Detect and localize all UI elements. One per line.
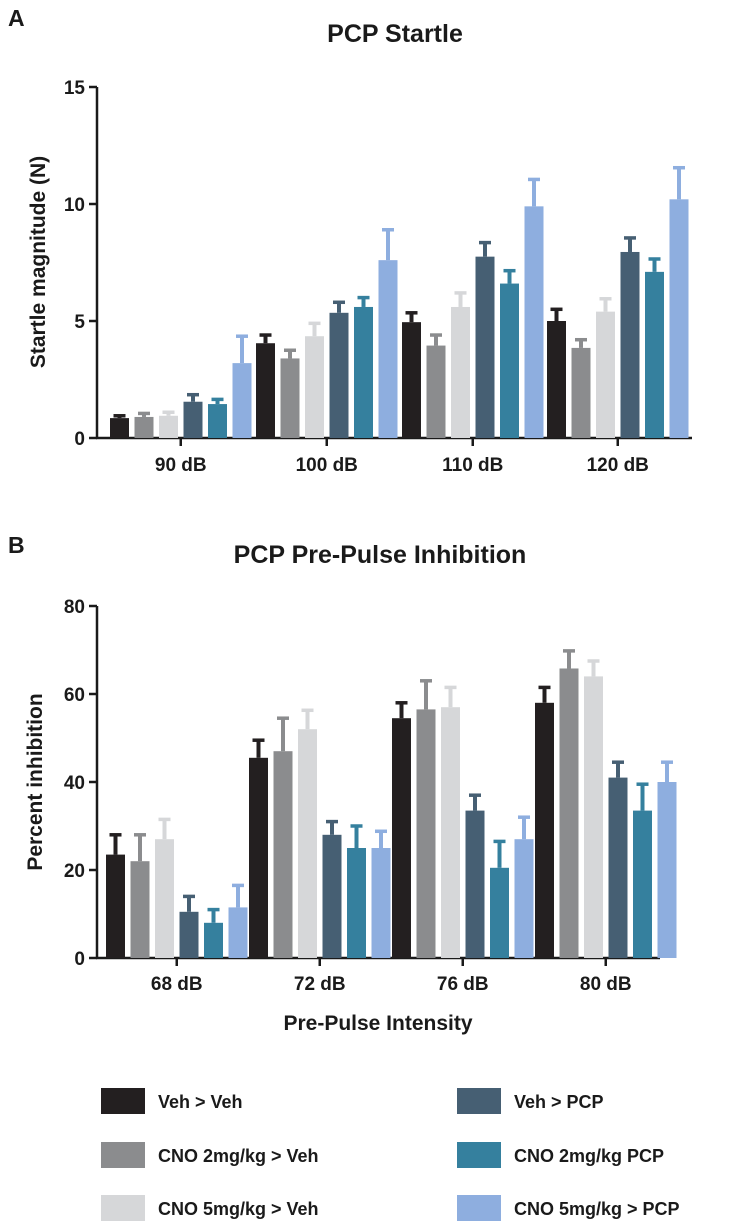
legend-label-cno5_pcp: CNO 5mg/kg > PCP: [514, 1199, 680, 1219]
chart-b-y-tick-label: 80: [64, 597, 85, 618]
chart-a-y-tick-label: 0: [74, 429, 85, 450]
chart-b-bar-cno2_veh: [130, 861, 150, 958]
chart-a-bar-cno5_veh: [305, 336, 324, 438]
chart-b-bar-cno5_veh: [298, 729, 317, 958]
legend-swatch-cno5_veh: [101, 1195, 145, 1221]
chart-b-bar-cno5_veh: [584, 676, 603, 958]
chart-a-bar-veh_pcp: [329, 312, 349, 438]
chart-a-bar-veh_veh: [110, 418, 129, 438]
chart-b-bar-veh_pcp: [322, 834, 342, 958]
chart-b-category-label: 80 dB: [580, 974, 632, 995]
chart-b-bar-cno2_pcp: [633, 810, 652, 958]
chart-b-plot-area: 0 20 40 60 80 68 dB 72 dB 76 dB 80 dB: [64, 597, 677, 995]
chart-a-bar-veh_pcp: [475, 256, 495, 438]
chart-b-bar-cno5_veh: [441, 707, 460, 958]
chart-b-bar-cno5_pcp: [371, 848, 391, 958]
chart-b-title: PCP Pre-Pulse Inhibition: [234, 541, 527, 569]
chart-a-category-label: 110 dB: [442, 455, 503, 476]
chart-a-title: PCP Startle: [327, 20, 463, 48]
chart-b-bar-veh_veh: [249, 757, 268, 958]
chart-b-bar-cno5_pcp: [657, 782, 677, 958]
chart-a-y-tick-label: 10: [64, 195, 85, 216]
chart-a-y-tick-label: 5: [74, 312, 85, 333]
legend-label-veh_veh: Veh > Veh: [158, 1092, 243, 1112]
chart-b-y-tick-label: 40: [64, 773, 85, 794]
chart-a-bar-cno2_veh: [571, 347, 591, 438]
chart-b-bar-veh_veh: [106, 854, 125, 958]
chart-a-bar-cno5_pcp: [524, 206, 544, 438]
chart-a-bar-veh_veh: [547, 321, 566, 438]
chart-a-bar-veh_veh: [402, 322, 421, 438]
chart-a-bar-cno5_pcp: [378, 260, 398, 438]
chart-a-bar-veh_pcp: [183, 401, 203, 438]
chart-b-bar-veh_pcp: [608, 777, 628, 958]
legend-swatch-cno5_pcp: [457, 1195, 501, 1221]
chart-b-bar-cno5_veh: [155, 839, 174, 958]
chart-b-bar-cno2_pcp: [347, 848, 366, 958]
legend-label-cno2_pcp: CNO 2mg/kg PCP: [514, 1146, 664, 1166]
chart-a-plot-area: 0 5 10 15 90 dB 100 dB 110 dB 120 dB: [64, 78, 692, 476]
chart-b-y-tick-label: 0: [74, 949, 85, 970]
chart-a-category-label: 100 dB: [296, 455, 358, 476]
chart-b-bar-cno2_veh: [559, 668, 579, 958]
panel-a-startle-chart: A PCP Startle Startle magnitude (N) 0 5 10…: [8, 5, 692, 476]
chart-b-bar-cno5_pcp: [228, 907, 248, 958]
chart-a-category-label: 90 dB: [155, 455, 207, 476]
legend-swatch-cno2_veh: [101, 1142, 145, 1168]
chart-b-category-label: 68 dB: [151, 974, 203, 995]
legend-label-veh_pcp: Veh > PCP: [514, 1092, 604, 1112]
chart-b-bar-cno2_pcp: [204, 922, 223, 958]
chart-b-y-tick-label: 20: [64, 861, 85, 882]
chart-b-x-axis-label: Pre-Pulse Intensity: [283, 1012, 472, 1035]
chart-a-bar-cno2_pcp: [208, 404, 227, 438]
chart-a-y-axis-label: Startle magnitude (N): [27, 156, 50, 368]
chart-b-bar-cno2_pcp: [490, 867, 509, 958]
chart-b-category-label: 72 dB: [294, 974, 346, 995]
chart-b-bar-veh_pcp: [179, 911, 199, 958]
chart-a-bar-cno5_veh: [159, 415, 178, 438]
chart-a-bar-cno2_veh: [280, 358, 300, 438]
chart-a-bar-cno2_veh: [426, 345, 446, 438]
chart-a-bar-veh_pcp: [620, 251, 640, 438]
chart-a-bar-cno5_pcp: [232, 363, 252, 438]
chart-a-bar-cno5_veh: [451, 306, 470, 438]
chart-b-bar-veh_pcp: [465, 810, 485, 958]
chart-a-y-tick-label: 15: [64, 78, 86, 99]
panel-b-letter: B: [8, 532, 25, 558]
legend-label-cno2_veh: CNO 2mg/kg > Veh: [158, 1146, 319, 1166]
chart-a-bar-cno5_veh: [596, 311, 615, 438]
chart-b-y-axis-label: Percent inhibition: [24, 693, 47, 870]
chart-b-bar-cno2_veh: [416, 709, 436, 958]
chart-b-bar-cno5_pcp: [514, 839, 534, 958]
chart-a-category-label: 120 dB: [587, 455, 649, 476]
legend-swatch-veh_pcp: [457, 1088, 501, 1114]
chart-a-bar-veh_veh: [256, 343, 275, 438]
chart-b-bar-veh_veh: [535, 702, 554, 958]
panel-a-letter: A: [8, 5, 25, 31]
chart-a-bar-cno2_pcp: [645, 271, 664, 438]
legend-label-cno5_veh: CNO 5mg/kg > Veh: [158, 1199, 319, 1219]
chart-b-category-label: 76 dB: [437, 974, 489, 995]
chart-b-bar-veh_veh: [392, 718, 411, 958]
legend-swatch-veh_veh: [101, 1088, 145, 1114]
chart-a-bar-cno2_pcp: [500, 283, 519, 438]
chart-a-bar-cno2_veh: [134, 416, 154, 438]
chart-legend: Veh > Veh CNO 2mg/kg > Veh CNO 5mg/kg > Ve…: [101, 1088, 680, 1221]
panel-b-ppi-chart: B PCP Pre-Pulse Inhibition Percent inhib…: [8, 532, 677, 1035]
chart-a-bar-cno5_pcp: [669, 199, 689, 438]
chart-b-y-tick-label: 60: [64, 685, 85, 706]
chart-b-bar-cno2_veh: [273, 751, 293, 958]
chart-a-bar-cno2_pcp: [354, 306, 373, 438]
legend-swatch-cno2_pcp: [457, 1142, 501, 1168]
